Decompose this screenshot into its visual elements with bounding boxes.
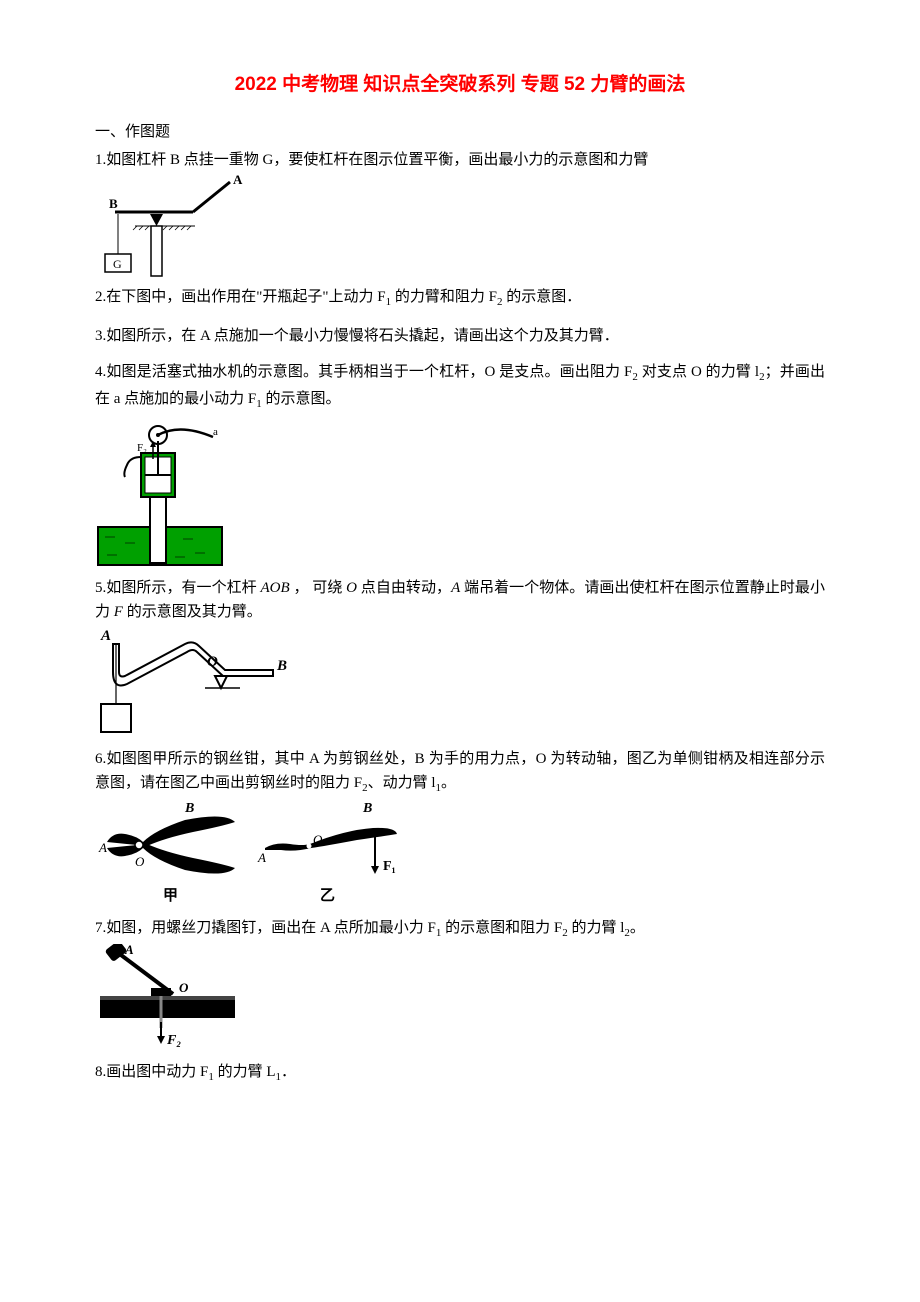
label-G: G	[113, 257, 122, 271]
svg-text:a: a	[213, 426, 218, 438]
figure-7: A O F₂	[95, 944, 825, 1054]
question-1: 1.如图杠杆 B 点挂一重物 G，要使杠杆在图示位置平衡，画出最小力的示意图和力…	[95, 148, 825, 172]
question-4: 4.如图是活塞式抽水机的示意图。其手柄相当于一个杠杆，O 是支点。画出阻力 F2…	[95, 360, 825, 413]
label-F1: F₁	[383, 859, 396, 874]
label-O2: O	[313, 832, 323, 847]
figure-1: A B G	[95, 174, 825, 279]
question-8: 8.画出图中动力 F1 的力臂 L1．	[95, 1060, 825, 1087]
figure-6: B A O 甲 B A O F₁ 乙	[95, 800, 825, 910]
doc-title: 2022 中考物理 知识点全突破系列 专题 52 力臂的画法	[95, 70, 825, 100]
label-jia: 甲	[163, 887, 178, 904]
label-O7: O	[179, 980, 189, 995]
label-O1: O	[135, 854, 145, 869]
section-header: 一、作图题	[95, 120, 825, 144]
label-A: A	[100, 628, 111, 644]
label-A7: A	[124, 944, 134, 957]
label-A: A	[233, 174, 243, 187]
label-A2: A	[257, 850, 266, 865]
label-B2: B	[362, 801, 372, 816]
label-yi: 乙	[320, 888, 335, 904]
label-B: B	[276, 658, 287, 674]
label-O: O	[207, 654, 218, 670]
question-5: 5.如图所示，有一个杠杆 AOB ， 可绕 O 点自由转动，A 端吊着一个物体。…	[95, 576, 825, 624]
label-B: B	[109, 196, 118, 211]
question-2: 2.在下图中，画出作用在"开瓶起子"上动力 F1 的力臂和阻力 F2 的示意图．	[95, 285, 825, 312]
label-F2: F₂	[137, 442, 147, 454]
label-B1: B	[184, 801, 194, 816]
label-A1: A	[98, 840, 107, 855]
question-7: 7.如图，用螺丝刀撬图钉，画出在 A 点所加最小力 F1 的示意图和阻力 F2 …	[95, 916, 825, 943]
question-3: 3.如图所示，在 A 点施加一个最小力慢慢将石头撬起，请画出这个力及其力臂．	[95, 324, 825, 348]
question-6: 6.如图图甲所示的钢丝钳，其中 A 为剪钢丝处，B 为手的用力点，O 为转动轴，…	[95, 747, 825, 798]
label-F2-7: F₂	[166, 1033, 181, 1048]
figure-4: a F₂	[95, 415, 825, 570]
figure-5: A O B	[95, 626, 825, 741]
